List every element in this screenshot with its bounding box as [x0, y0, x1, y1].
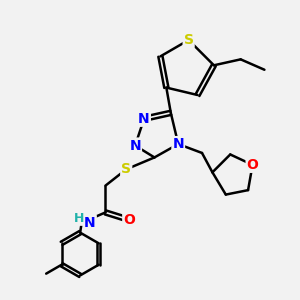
- Text: S: S: [184, 33, 194, 47]
- Text: N: N: [172, 137, 184, 151]
- Text: N: N: [138, 112, 150, 126]
- Text: N: N: [129, 139, 141, 152]
- Text: S: S: [121, 162, 131, 176]
- Text: O: O: [247, 158, 259, 172]
- Text: O: O: [123, 213, 135, 227]
- Text: N: N: [84, 216, 96, 230]
- Text: H: H: [74, 212, 84, 225]
